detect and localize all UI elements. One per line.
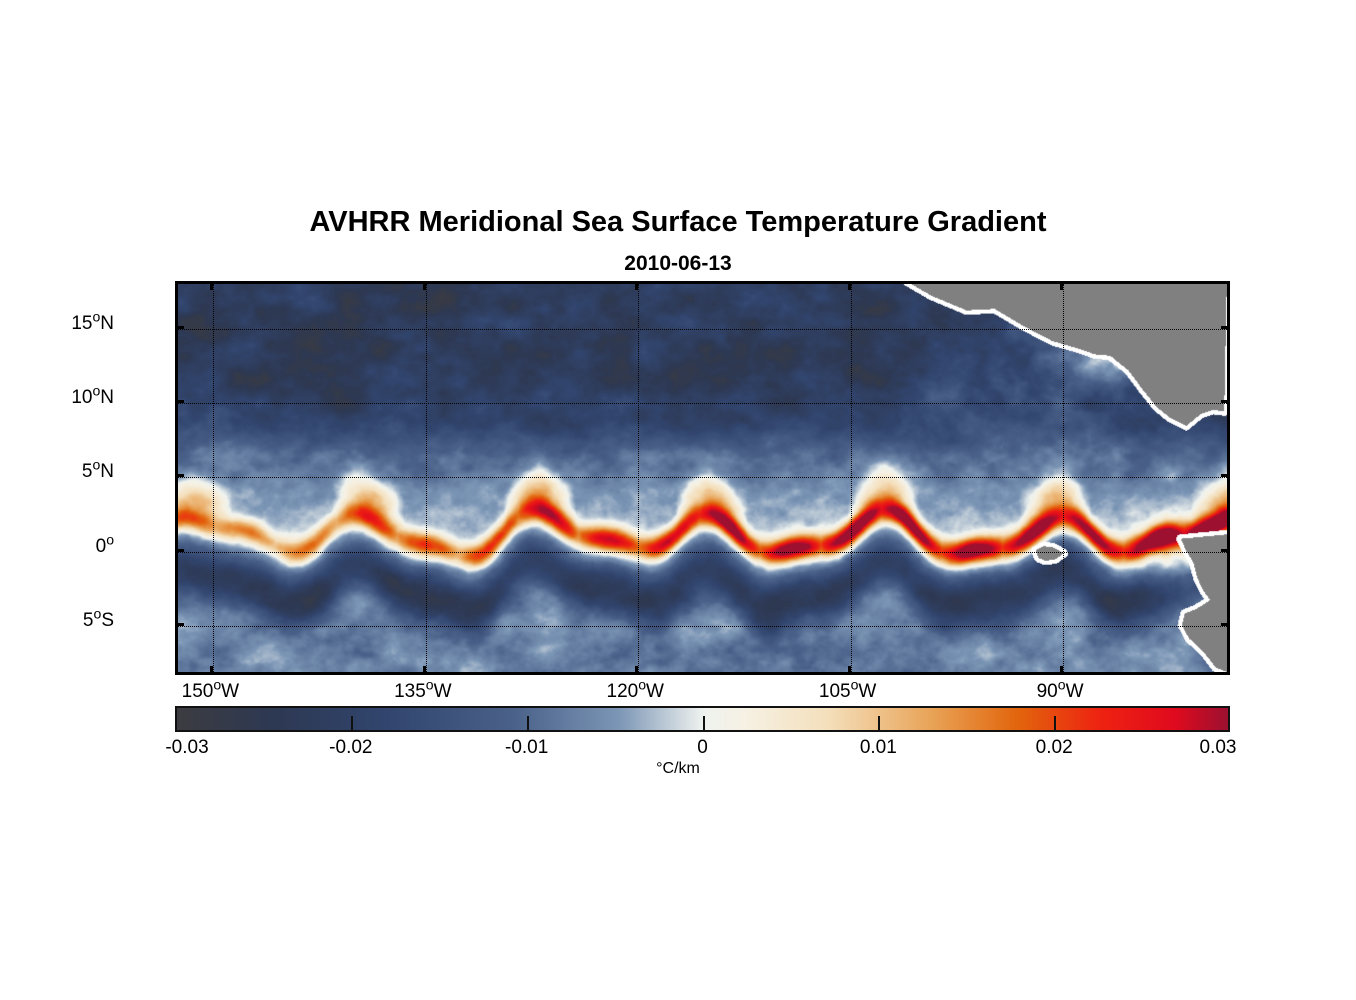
y-tick-label-5S: 5oS: [82, 605, 114, 631]
y-tick-mark-5-left: [175, 474, 184, 478]
colorbar-tick-0: [702, 716, 705, 732]
x-tick-label-120W: 120oW: [606, 676, 664, 702]
colorbar-tick-0.01: [878, 716, 881, 732]
y-tick-mark-10-left: [175, 399, 184, 403]
colorbar-label--0.02: -0.02: [329, 737, 373, 758]
x-tick-mark-105-bottom: [847, 666, 851, 675]
y-tick-mark-10-right: [1221, 399, 1230, 403]
colorbar-label-0: 0: [697, 737, 708, 758]
colorbar-tick--0.01: [526, 716, 529, 732]
y-tick-mark-5-right: [1221, 622, 1230, 626]
x-tick-mark-135-bottom: [422, 666, 426, 675]
y-tick-mark-0-right: [1221, 548, 1230, 552]
colorbar-label--0.03: -0.03: [165, 737, 209, 758]
y-tick-mark-15-left: [175, 325, 184, 329]
x-tick-mark-90-top: [1060, 281, 1064, 290]
y-tick-label-10N: 10oN: [71, 382, 114, 408]
x-tick-mark-150-bottom: [210, 666, 214, 675]
y-tick-label-15N: 15oN: [71, 308, 114, 334]
map-plot-area: [175, 281, 1230, 675]
y-tick-label-5N: 5oN: [81, 456, 114, 483]
sst-gradient-heatmap: [178, 284, 1227, 672]
colorbar-tick-0.02: [1054, 716, 1057, 732]
y-tick-mark-0-left: [175, 548, 184, 552]
x-tick-mark-150-top: [210, 281, 214, 290]
y-tick-mark-5-right: [1221, 474, 1230, 478]
x-tick-label-90W: 90oW: [1036, 676, 1084, 702]
x-tick-label-135W: 135oW: [394, 676, 452, 702]
colorbar-tick--0.02: [350, 716, 353, 732]
page-title: AVHRR Meridional Sea Surface Temperature…: [309, 206, 1047, 238]
x-tick-mark-120-bottom: [635, 666, 639, 675]
y-tick-mark-15-right: [1221, 325, 1230, 329]
colorbar-label--0.01: -0.01: [505, 737, 549, 758]
colorbar-units-label: °C/km: [656, 760, 700, 777]
y-tick-mark-5-left: [175, 622, 184, 626]
x-tick-mark-135-top: [422, 281, 426, 290]
x-tick-label-105W: 105oW: [818, 676, 877, 702]
x-tick-mark-120-top: [635, 281, 639, 290]
x-tick-mark-105-top: [847, 281, 851, 290]
colorbar-label-0.01: 0.01: [859, 737, 897, 758]
plot-subtitle: 2010-06-13: [624, 252, 732, 275]
x-tick-label-150W: 150oW: [181, 676, 240, 702]
y-tick-label-0eq: 0o: [95, 531, 114, 557]
colorbar-label-0.02: 0.02: [1035, 737, 1073, 758]
x-tick-mark-90-bottom: [1060, 666, 1064, 675]
colorbar-label-0.03: 0.03: [1199, 737, 1237, 758]
